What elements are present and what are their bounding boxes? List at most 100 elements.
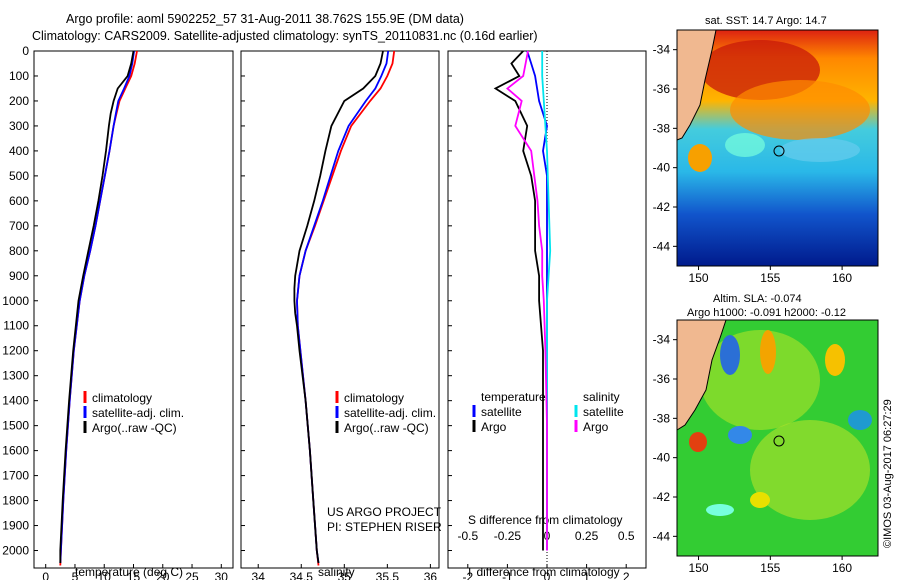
x-tick-label: 20 <box>156 570 170 580</box>
argo-position-marker-sla <box>773 435 785 447</box>
legend-satellite: satellite-adj. clim. <box>344 406 436 420</box>
sla-map-title-1: Altim. SLA: -0.074 <box>713 293 802 305</box>
map-lat-label: -38 <box>653 411 671 425</box>
legend-climatology: climatology <box>344 391 404 405</box>
map-lat-label: -36 <box>653 372 671 386</box>
sla-map-title-2: Argo h1000: -0.091 h2000: -0.12 <box>687 307 846 319</box>
s-tick-label: 0.25 <box>575 529 599 543</box>
depth-tick-label: 400 <box>9 144 29 158</box>
temperature-xlabel: temperature (deg C) <box>75 565 183 579</box>
temperature-series-2 <box>59 50 135 563</box>
map-lat-label: -40 <box>653 451 671 465</box>
depth-tick-label: 300 <box>9 119 29 133</box>
difference-xlabel-s: S difference from climatology <box>468 513 623 527</box>
depth-tick-label: 800 <box>9 244 29 258</box>
legend-salinity-header: salinity <box>583 390 620 404</box>
map-lat-label: -42 <box>653 490 671 504</box>
x-tick-label: 0 <box>544 570 551 580</box>
map-lon-label: 155 <box>760 271 780 285</box>
map-lat-label: -34 <box>653 43 671 57</box>
argo-position-marker <box>773 145 785 157</box>
map-lat-label: -40 <box>653 161 671 175</box>
map-lat-label: -44 <box>653 529 671 543</box>
map-lat-label: -38 <box>653 121 671 135</box>
map-lon-label: 160 <box>832 561 852 575</box>
salinity-legend: climatology satellite-adj. clim. Argo(..… <box>327 391 442 534</box>
depth-tick-label: 500 <box>9 169 29 183</box>
depth-tick-label: 1300 <box>2 369 29 383</box>
legend-t-satellite: satellite <box>481 405 522 419</box>
imos-stamp: ©IMOS 03-Aug-2017 06:27:29 <box>882 399 894 548</box>
temperature-series-0 <box>59 50 138 566</box>
s-tick-label: -0.25 <box>494 529 522 543</box>
depth-tick-label: 1800 <box>2 494 29 508</box>
difference-series-3 <box>505 50 548 551</box>
project-label: US ARGO PROJECT <box>327 505 442 519</box>
x-tick-label: 1 <box>583 570 590 580</box>
legend-satellite: satellite-adj. clim. <box>92 406 184 420</box>
temperature-legend: climatology satellite-adj. clim. Argo(..… <box>83 391 184 435</box>
legend-s-argo: Argo <box>583 420 609 434</box>
s-tick-label: -0.5 <box>457 529 478 543</box>
x-tick-label: 35.5 <box>376 570 400 580</box>
depth-tick-label: 1200 <box>2 344 29 358</box>
title-line-2: Climatology: CARS2009. Satellite-adjuste… <box>32 29 538 43</box>
map-lon-label: 160 <box>832 271 852 285</box>
depth-tick-label: 1500 <box>2 419 29 433</box>
map-lat-label: -42 <box>653 200 671 214</box>
legend-t-argo: Argo <box>481 420 507 434</box>
x-tick-label: 30 <box>215 570 229 580</box>
depth-tick-label: 1700 <box>2 469 29 483</box>
depth-tick-label: 1600 <box>2 444 29 458</box>
salinity-axes <box>240 50 440 569</box>
pi-label: PI: STEPHEN RISER <box>327 520 442 534</box>
x-tick-label: 10 <box>98 570 112 580</box>
x-tick-label: 2 <box>623 570 630 580</box>
depth-tick-label: 700 <box>9 219 29 233</box>
map-lon-label: 150 <box>689 271 709 285</box>
depth-tick-label: 100 <box>9 69 29 83</box>
temperature-series-1 <box>59 50 135 564</box>
x-tick-label: 35 <box>338 570 352 580</box>
depth-tick-label: 1900 <box>2 519 29 533</box>
title-line-1: Argo profile: aoml 5902252_57 31-Aug-201… <box>66 12 464 26</box>
x-tick-label: -1 <box>502 570 513 580</box>
legend-climatology: climatology <box>92 391 152 405</box>
sla-map <box>676 319 879 557</box>
depth-tick-label: 600 <box>9 194 29 208</box>
legend-argo: Argo(..raw -QC) <box>92 421 177 435</box>
depth-tick-label: 2000 <box>2 544 29 558</box>
depth-tick-label: 0 <box>22 44 29 58</box>
x-tick-label: -2 <box>462 570 473 580</box>
sst-map-title: sat. SST: 14.7 Argo: 14.7 <box>705 15 827 27</box>
difference-series-1 <box>493 50 544 551</box>
map-lon-label: 155 <box>760 561 780 575</box>
x-tick-label: 5 <box>72 570 79 580</box>
map-lat-label: -44 <box>653 239 671 253</box>
x-tick-label: 34 <box>252 570 266 580</box>
difference-xlabel-t: T difference from climatology <box>466 565 620 579</box>
salinity-xlabel: salinity <box>318 565 355 579</box>
x-tick-label: 0 <box>42 570 49 580</box>
depth-tick-label: 200 <box>9 94 29 108</box>
map-lat-label: -36 <box>653 82 671 96</box>
map-lat-label: -34 <box>653 333 671 347</box>
legend-argo: Argo(..raw -QC) <box>344 421 429 435</box>
x-tick-label: 25 <box>185 570 199 580</box>
salinity-series-2 <box>293 50 384 564</box>
x-tick-label: 36 <box>424 570 438 580</box>
legend-s-satellite: satellite <box>583 405 624 419</box>
depth-tick-label: 1100 <box>3 319 29 333</box>
salinity-series-1 <box>296 50 390 564</box>
difference-legend: temperature salinity satellite Argo sate… <box>472 390 624 434</box>
map-lon-label: 150 <box>689 561 709 575</box>
depth-tick-label: 900 <box>9 269 29 283</box>
legend-temperature-header: temperature <box>481 390 546 404</box>
s-tick-label: 0.5 <box>618 529 635 543</box>
x-tick-label: 15 <box>127 570 141 580</box>
depth-tick-label: 1400 <box>2 394 29 408</box>
depth-tick-label: 1000 <box>2 294 29 308</box>
x-tick-label: 34.5 <box>290 570 314 580</box>
sst-map <box>676 29 879 267</box>
